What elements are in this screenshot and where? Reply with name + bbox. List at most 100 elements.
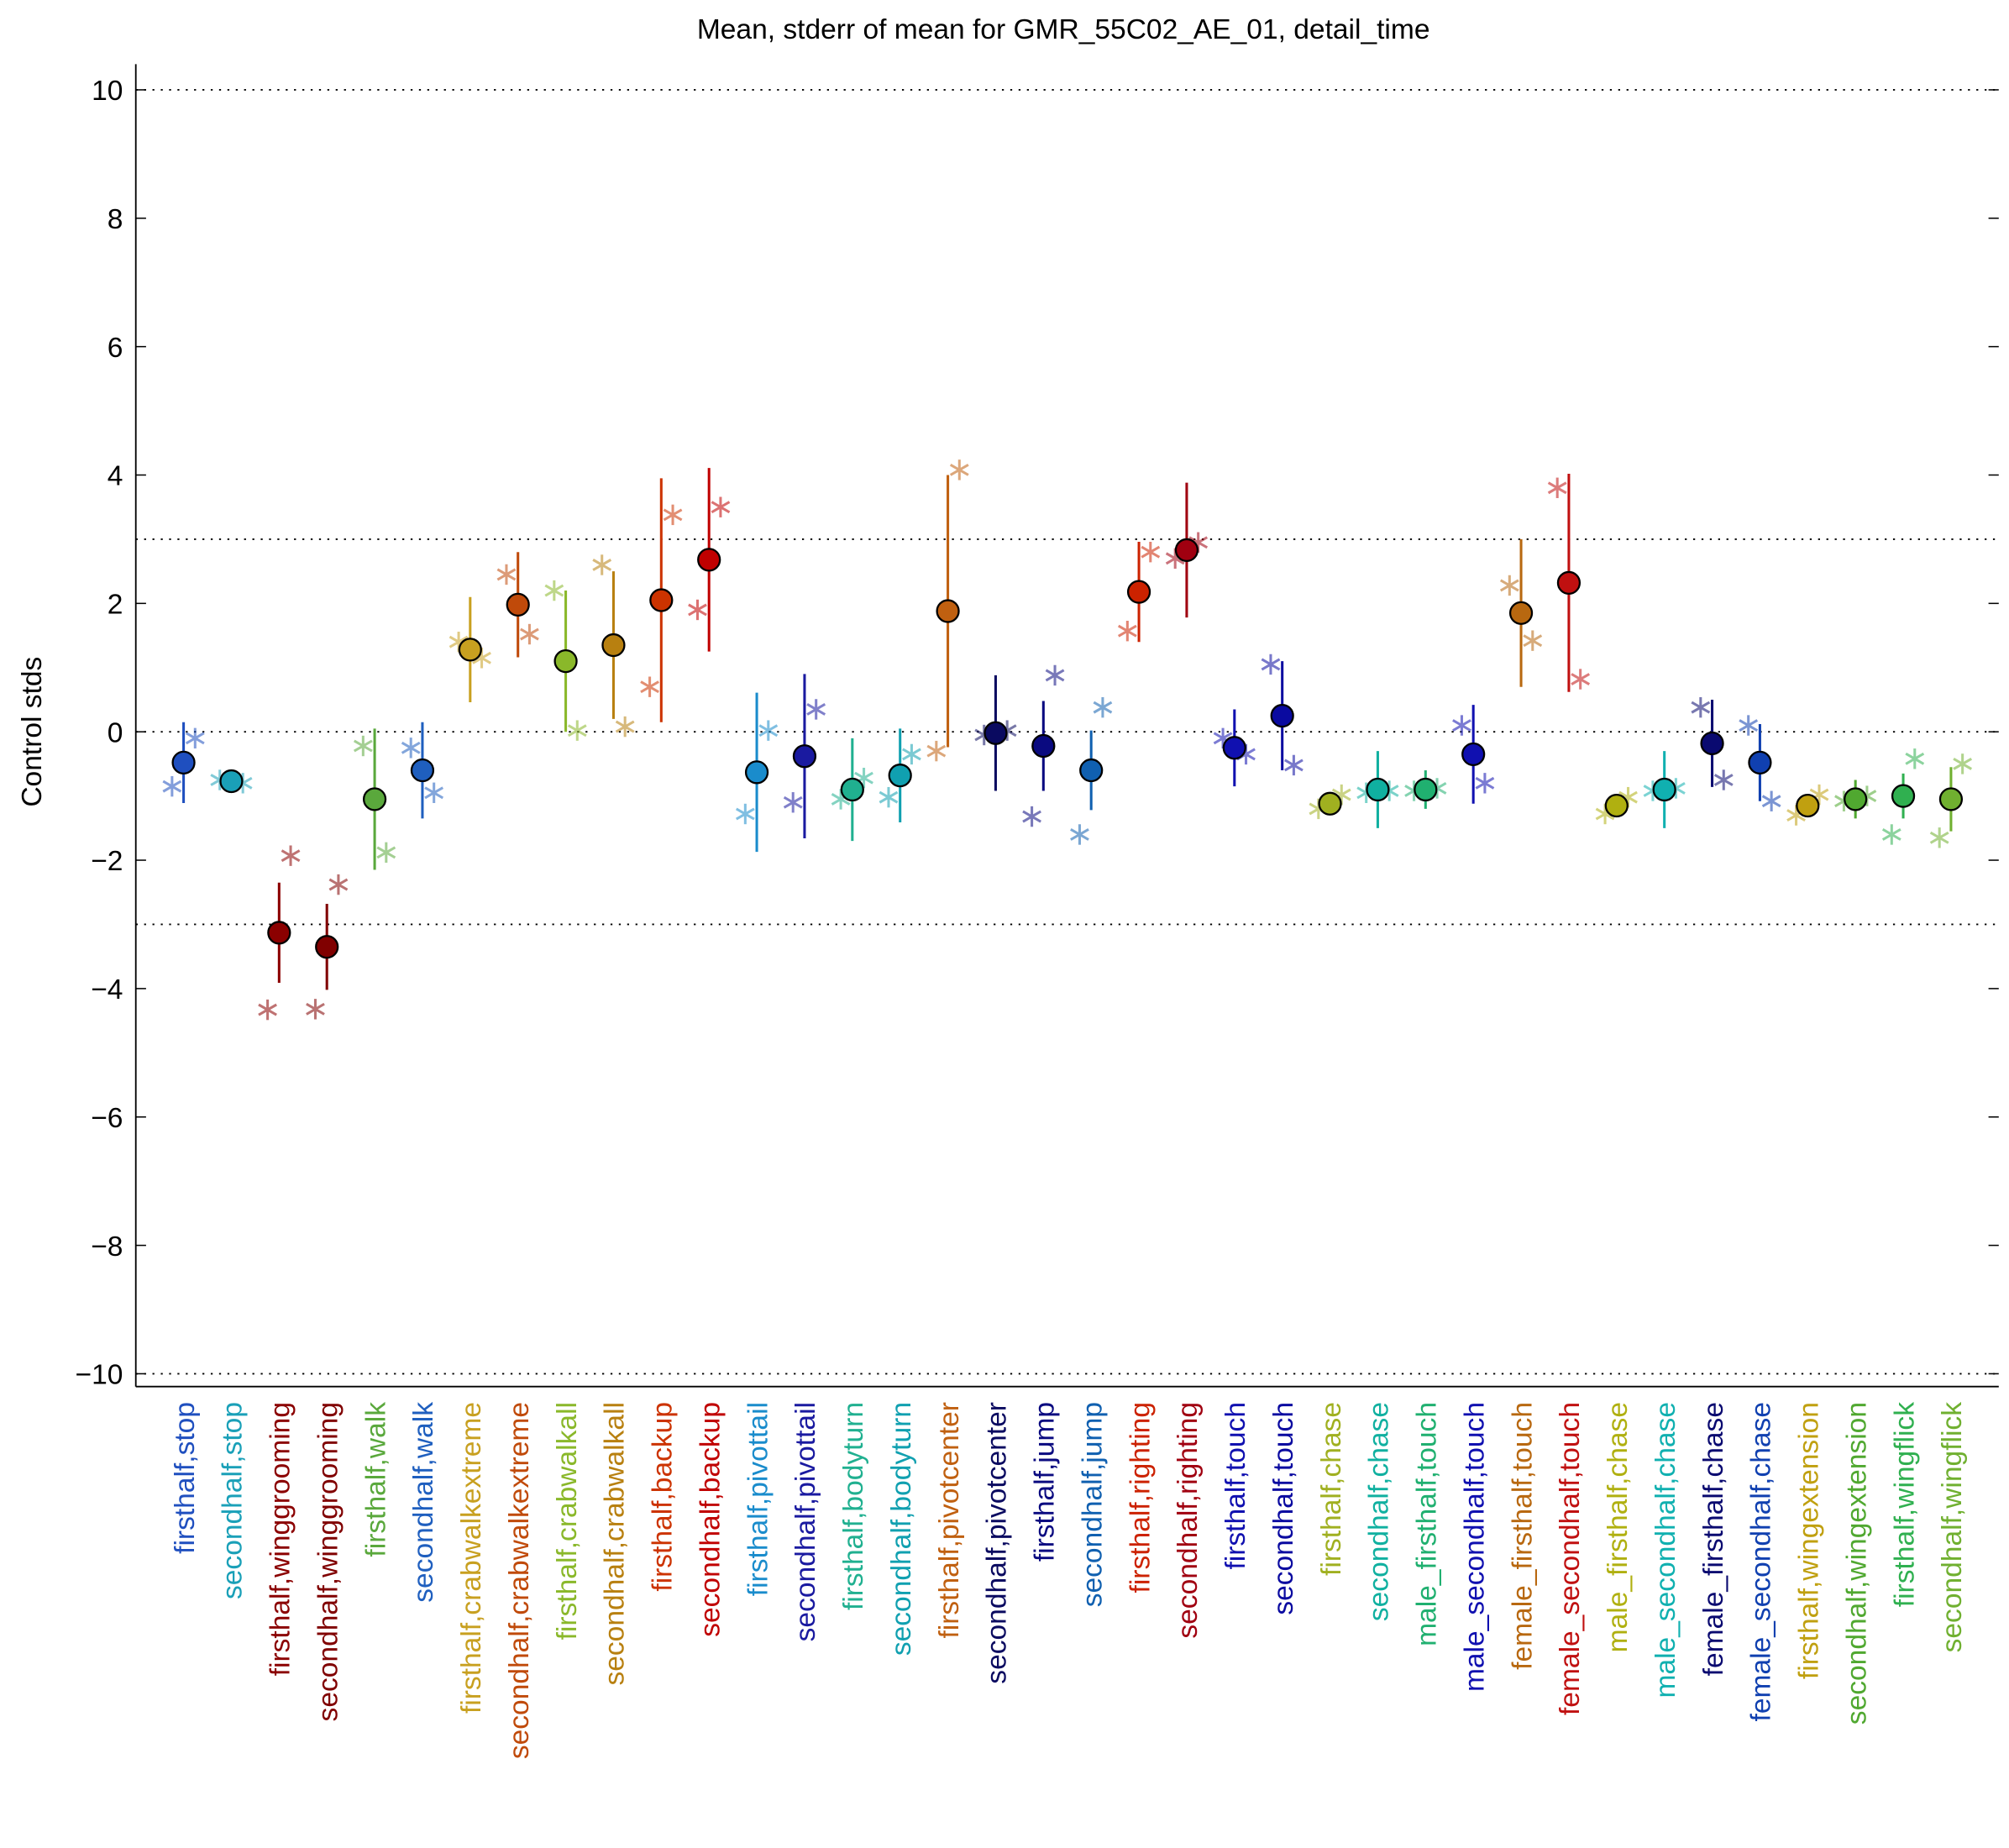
- experiment-mark: [353, 735, 373, 757]
- star-stroke: [1739, 719, 1759, 732]
- experiment-mark: [1547, 477, 1567, 498]
- mean-marker: [1604, 793, 1629, 818]
- experiment-mark: [688, 599, 707, 621]
- x-tick-label: secondhalf,stop: [218, 1402, 249, 1599]
- experiment-mark: [735, 803, 755, 825]
- experiment-mark: [1905, 748, 1925, 769]
- x-tick-label: secondhalf,winggrooming: [312, 1402, 344, 1721]
- experiment-mark: [663, 504, 683, 526]
- y-tick-label: 2: [108, 590, 123, 621]
- star-stroke: [1499, 579, 1519, 592]
- star-stroke: [663, 508, 683, 522]
- x-tick-label: firsthalf,righting: [1125, 1402, 1156, 1593]
- experiment-mark: [1070, 824, 1089, 845]
- experiment-mark: [1141, 541, 1161, 563]
- star-stroke: [1761, 795, 1781, 808]
- mean-marker: [267, 921, 291, 945]
- x-tick-label: firsthalf,stop: [170, 1402, 201, 1554]
- mean-marker: [410, 758, 435, 783]
- star-stroke: [162, 780, 182, 793]
- mean-marker: [1222, 736, 1246, 760]
- y-tick-label: 0: [108, 717, 123, 748]
- mean-marker: [936, 599, 960, 623]
- experiment-mark: [1571, 669, 1591, 690]
- star-stroke: [1261, 658, 1281, 671]
- star-stroke: [1070, 828, 1089, 841]
- experiment-mark: [1761, 790, 1781, 811]
- mean-marker: [697, 548, 721, 572]
- y-tick-label: −8: [91, 1231, 123, 1263]
- x-tick-label: firsthalf,jump: [1030, 1402, 1061, 1562]
- star-stroke: [353, 739, 373, 753]
- star-stroke: [902, 748, 921, 761]
- mean-marker: [1844, 787, 1868, 811]
- y-tick-label: −4: [91, 974, 123, 1005]
- y-tick-label: 6: [108, 333, 123, 364]
- experiment-mark: [496, 564, 517, 585]
- x-tick-label: secondhalf,chase: [1364, 1402, 1395, 1621]
- x-tick-label: secondhalf,wingflick: [1937, 1402, 1968, 1653]
- star-stroke: [472, 651, 491, 664]
- star-stroke: [1571, 673, 1591, 685]
- experiment-mark: [1117, 620, 1137, 642]
- mean-marker: [171, 750, 196, 774]
- mean-marker: [649, 588, 674, 612]
- experiment-mark: [711, 496, 731, 517]
- star-stroke: [783, 795, 803, 809]
- experiment-mark: [1022, 806, 1041, 827]
- star-stroke: [949, 463, 969, 476]
- x-tick-label: firsthalf,touch: [1220, 1402, 1251, 1570]
- mean-marker: [1461, 742, 1486, 767]
- experiment-mark: [640, 676, 659, 697]
- star-stroke: [1953, 757, 1973, 770]
- star-stroke: [1452, 719, 1471, 732]
- x-tick-label: firsthalf,bodyturn: [838, 1402, 869, 1610]
- x-tick-label: male_firsthalf,chase: [1602, 1402, 1634, 1652]
- star-stroke: [806, 703, 826, 716]
- mean-marker: [315, 935, 339, 959]
- experiment-mark: [306, 999, 325, 1020]
- star-stroke: [306, 1002, 325, 1016]
- x-tick-label: firsthalf,crabwalkall: [552, 1402, 583, 1640]
- mean-marker: [601, 633, 626, 658]
- star-stroke: [258, 1003, 277, 1016]
- mean-marker: [1174, 538, 1199, 563]
- y-axis-label: Control stds: [17, 657, 48, 807]
- x-tick-label: female_secondhalf,chase: [1746, 1402, 1777, 1721]
- x-tick-label: male_secondhalf,chase: [1650, 1402, 1681, 1698]
- star-stroke: [448, 635, 469, 648]
- experiment-mark: [1284, 754, 1303, 776]
- y-tick-label: 10: [92, 76, 123, 107]
- star-stroke: [1713, 774, 1734, 786]
- star-stroke: [640, 680, 659, 694]
- star-stroke: [1905, 752, 1925, 765]
- star-stroke: [1881, 828, 1901, 841]
- mean-marker: [1700, 731, 1724, 756]
- x-tick-label: female_firsthalf,chase: [1698, 1402, 1729, 1676]
- y-tick-label: −10: [76, 1360, 123, 1391]
- star-stroke: [1691, 701, 1711, 714]
- mean-marker: [1556, 570, 1581, 595]
- x-tick-label: male_secondhalf,touch: [1459, 1402, 1490, 1692]
- mean-marker: [362, 787, 387, 811]
- x-tick-label: firsthalf,chase: [1316, 1402, 1347, 1576]
- x-tick-label: secondhalf,crabwalkextreme: [504, 1402, 535, 1759]
- x-tick-label: secondhalf,righting: [1172, 1402, 1204, 1639]
- mean-marker: [1414, 777, 1438, 802]
- star-stroke: [520, 627, 539, 641]
- experiment-mark: [328, 874, 349, 895]
- x-tick-label: firsthalf,pivottail: [742, 1402, 774, 1596]
- experiment-mark: [949, 459, 969, 480]
- star-stroke: [1284, 759, 1303, 772]
- mean-marker: [1270, 703, 1294, 728]
- mean-marker: [984, 721, 1008, 745]
- x-tick-label: firsthalf,pivotcenter: [934, 1402, 965, 1639]
- mean-marker: [1748, 750, 1772, 774]
- mean-marker: [1366, 777, 1390, 802]
- star-stroke: [592, 559, 612, 571]
- x-tick-label: secondhalf,backup: [695, 1402, 726, 1637]
- mean-marker: [840, 777, 864, 802]
- experiment-mark: [544, 580, 564, 601]
- experiment-mark: [1691, 696, 1711, 718]
- star-stroke: [1045, 669, 1065, 682]
